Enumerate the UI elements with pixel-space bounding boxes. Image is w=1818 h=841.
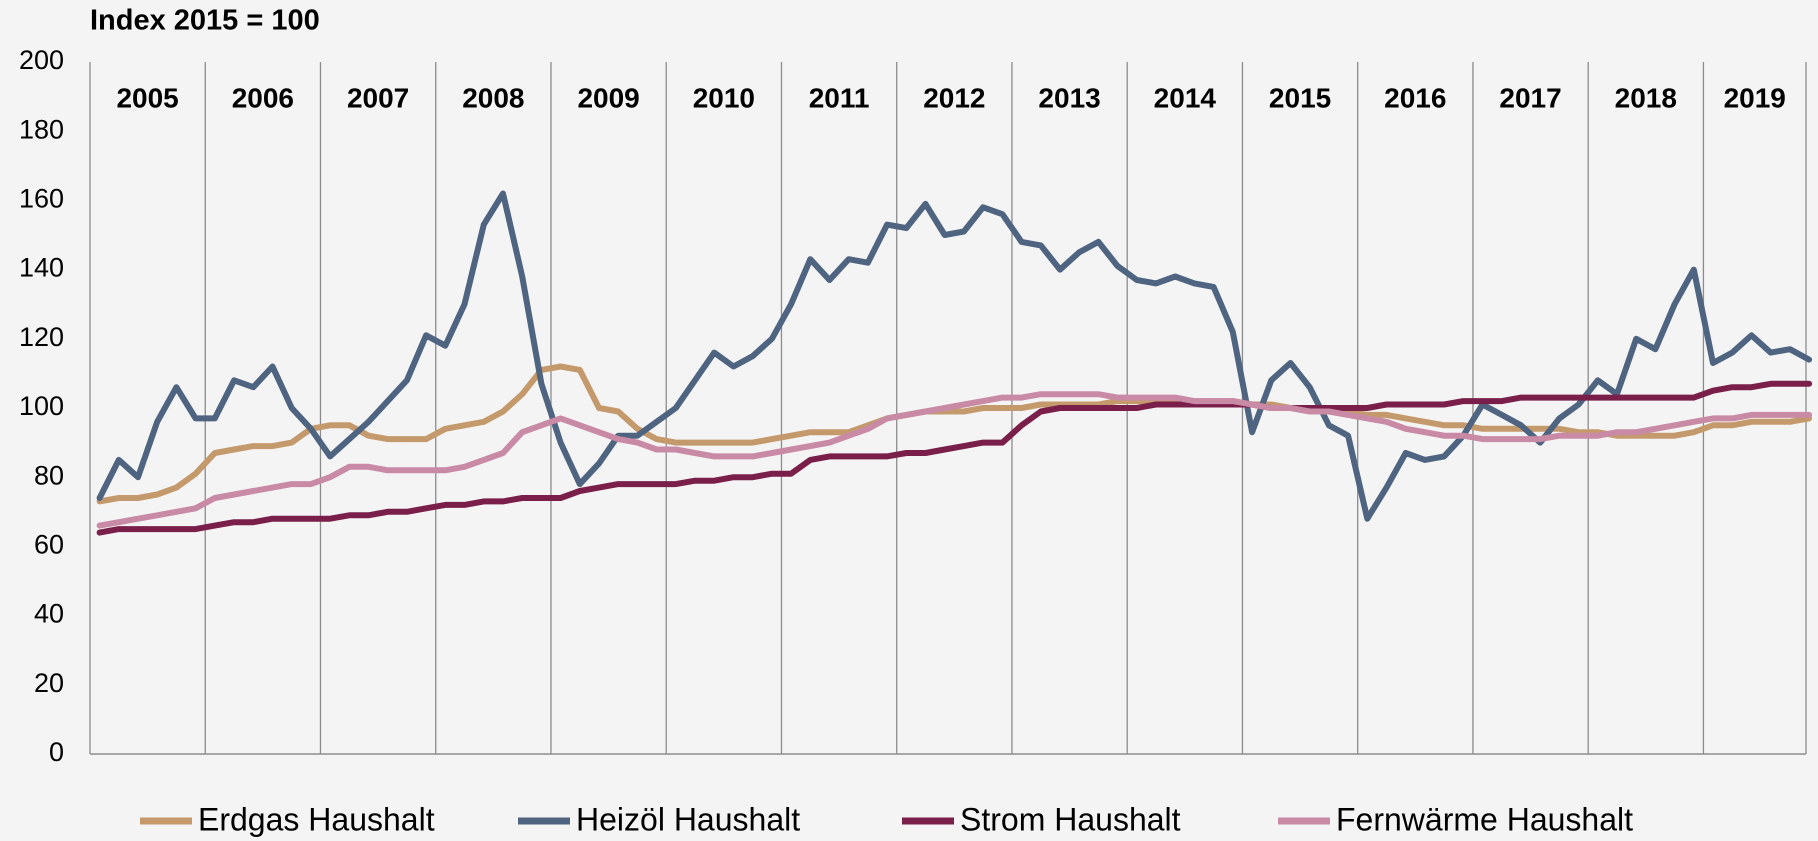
year-label: 2016 xyxy=(1384,82,1446,113)
year-label: 2015 xyxy=(1269,82,1331,113)
legend-label: Fernwärme Haushalt xyxy=(1336,801,1633,837)
year-label: 2013 xyxy=(1038,82,1100,113)
series-line xyxy=(96,380,1813,536)
y-tick-label: 160 xyxy=(19,184,64,214)
series-line xyxy=(96,391,1813,529)
year-label: 2007 xyxy=(347,82,409,113)
y-tick-label: 40 xyxy=(34,599,64,629)
y-tick-label: 80 xyxy=(34,460,64,490)
year-label: 2010 xyxy=(693,82,755,113)
y-tick-label: 200 xyxy=(19,45,64,75)
y-tick-label: 100 xyxy=(19,391,64,421)
y-tick-label: 120 xyxy=(19,322,64,352)
chart-title: Index 2015 = 100 xyxy=(90,5,320,37)
y-tick-label: 180 xyxy=(19,114,64,144)
legend-label: Strom Haushalt xyxy=(960,801,1181,837)
year-label: 2011 xyxy=(809,82,870,113)
year-label: 2012 xyxy=(923,82,985,113)
year-label: 2008 xyxy=(462,82,524,113)
y-tick-label: 140 xyxy=(19,253,64,283)
year-label: 2009 xyxy=(577,82,639,113)
y-tick-label: 20 xyxy=(34,668,64,698)
year-label: 2005 xyxy=(116,82,178,113)
y-tick-label: 60 xyxy=(34,530,64,560)
year-label: 2018 xyxy=(1615,82,1677,113)
y-tick-label: 0 xyxy=(49,737,64,767)
series-line xyxy=(96,190,1813,522)
legend-label: Heizöl Haushalt xyxy=(576,801,800,837)
legend-label: Erdgas Haushalt xyxy=(198,801,435,837)
year-label: 2019 xyxy=(1724,82,1786,113)
year-label: 2017 xyxy=(1499,82,1561,113)
year-label: 2014 xyxy=(1154,82,1217,113)
year-label: 2006 xyxy=(232,82,294,113)
